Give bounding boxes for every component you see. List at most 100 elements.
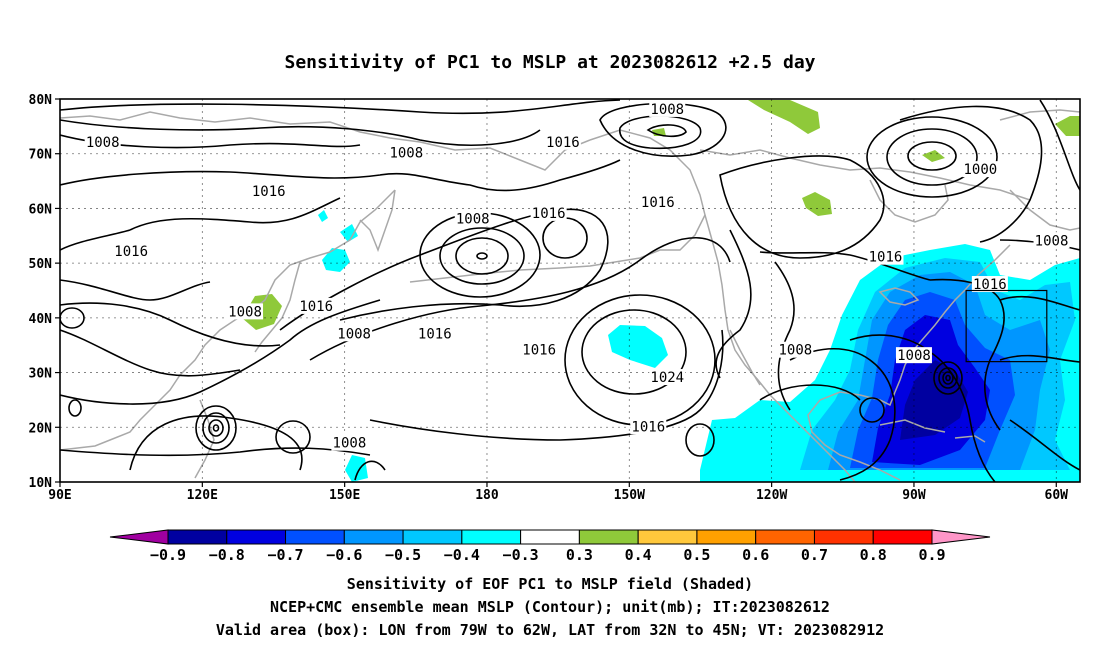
axis-ticks [55,98,1057,487]
contour-line [309,236,731,361]
colorbar-tick-label: 0.6 [742,546,769,564]
contour-line [60,302,281,347]
contour-line [938,367,958,389]
colorbar-segment [226,529,287,545]
contour-line [60,329,241,377]
colorbar-left-arrow [109,529,169,545]
coast-philippines [194,399,215,479]
valid-area-box [965,289,1048,363]
shade-neg-pacific-blob [608,325,668,368]
lon-tick-label: 150E [329,488,360,503]
contour-line [907,141,957,171]
contour-label: 1008 [333,436,367,452]
shade-neg-japan-blob [322,248,350,272]
contour-line [1039,99,1080,191]
contour-label-bg [777,341,814,358]
colorbar-segment [461,529,522,545]
footer-line-2: NCEP+CMC ensemble mean MSLP (Contour); u… [270,598,830,616]
contour-line [60,299,381,405]
contour-line [759,251,931,281]
colorbar-tick-label: −0.6 [326,546,362,564]
colorbar-segment [285,529,345,545]
contour-line [60,159,621,192]
coast-baja [729,329,761,386]
contour-line [942,371,954,385]
contour-line [945,374,951,382]
colorbar-segment [813,529,874,545]
contour-line [354,460,386,481]
contour-line [999,295,1080,311]
contour-line [195,405,237,451]
contour-line [1009,419,1080,471]
shade-pos-canada [802,192,832,216]
contour-label-bg [649,100,686,117]
contour-line [279,208,609,331]
colorbar [109,529,991,545]
contour-line [129,197,341,231]
colorbar-segment [343,529,404,545]
colorbar-segment [696,529,757,545]
contour-label-bg [630,418,667,435]
coast-greenland [999,109,1080,231]
coast-kamchatka [359,189,396,253]
contour-line [208,419,224,437]
shade-pos-arctic-1 [748,100,820,134]
contour-label-bg [113,243,150,260]
contour-line [899,105,1043,243]
colorbar-tick-label: 0.5 [683,546,710,564]
contour-label-bg [227,303,264,320]
colorbar-tick-label: 0.4 [625,546,652,564]
contour-label: 1000 [964,162,998,178]
lon-tick-label: 120E [187,488,218,503]
coast-gulf [807,391,901,481]
contour-label: 1016 [973,277,1007,293]
contour-line [859,397,885,423]
contour-label-bg [454,210,491,227]
contour-line [369,329,724,441]
contour-line [999,354,1080,363]
colorbar-tick-label: −0.8 [209,546,245,564]
contour-line [685,423,715,457]
contour-line [212,424,220,432]
shade-pos-arctic-2 [1055,116,1080,136]
contour-line [60,307,85,329]
colorbar-tick-label: 0.3 [566,546,593,564]
colorbar-tick-label: 0.7 [801,546,828,564]
contour-line [866,116,998,198]
contour-label-bg [331,434,368,451]
colorbar-tick-label: 0.9 [918,546,945,564]
lat-tick-label: 80N [29,93,53,108]
contour-line [789,347,896,481]
contour-label-bg [895,347,932,364]
lon-tick-label: 90E [48,488,71,503]
sensitivity-shading [242,100,1080,482]
contour-line [60,119,541,146]
contour-label-bg [639,193,676,210]
contour-label: 1008 [1035,233,1069,249]
colorbar-segment [520,529,580,545]
colorbar-segment [402,529,463,545]
contour-line [202,412,230,444]
contour-line [719,155,885,259]
shade-pos-hudson [922,150,945,162]
contour-label: 1008 [456,211,490,227]
colorbar-segment [872,529,933,545]
contour-label: 1008 [389,146,423,162]
contour-label: 1016 [299,299,333,315]
contour-line [715,229,752,379]
footer-line-1: Sensitivity of EOF PC1 to MSLP field (Sh… [347,575,753,593]
contour-line [581,309,687,395]
coast-alaska [559,129,706,269]
figure-title: Sensitivity of PC1 to MSLP at 2023082612… [284,52,815,73]
contour-label: 1008 [897,348,931,364]
lat-tick-label: 30N [29,367,53,382]
contour-label: 1016 [418,326,452,342]
contour-label: 1016 [869,250,903,266]
contour-label-bg [336,325,373,342]
contour-line [933,361,963,395]
shade-neg-small-1 [318,210,328,222]
contour-label-bg [521,341,558,358]
